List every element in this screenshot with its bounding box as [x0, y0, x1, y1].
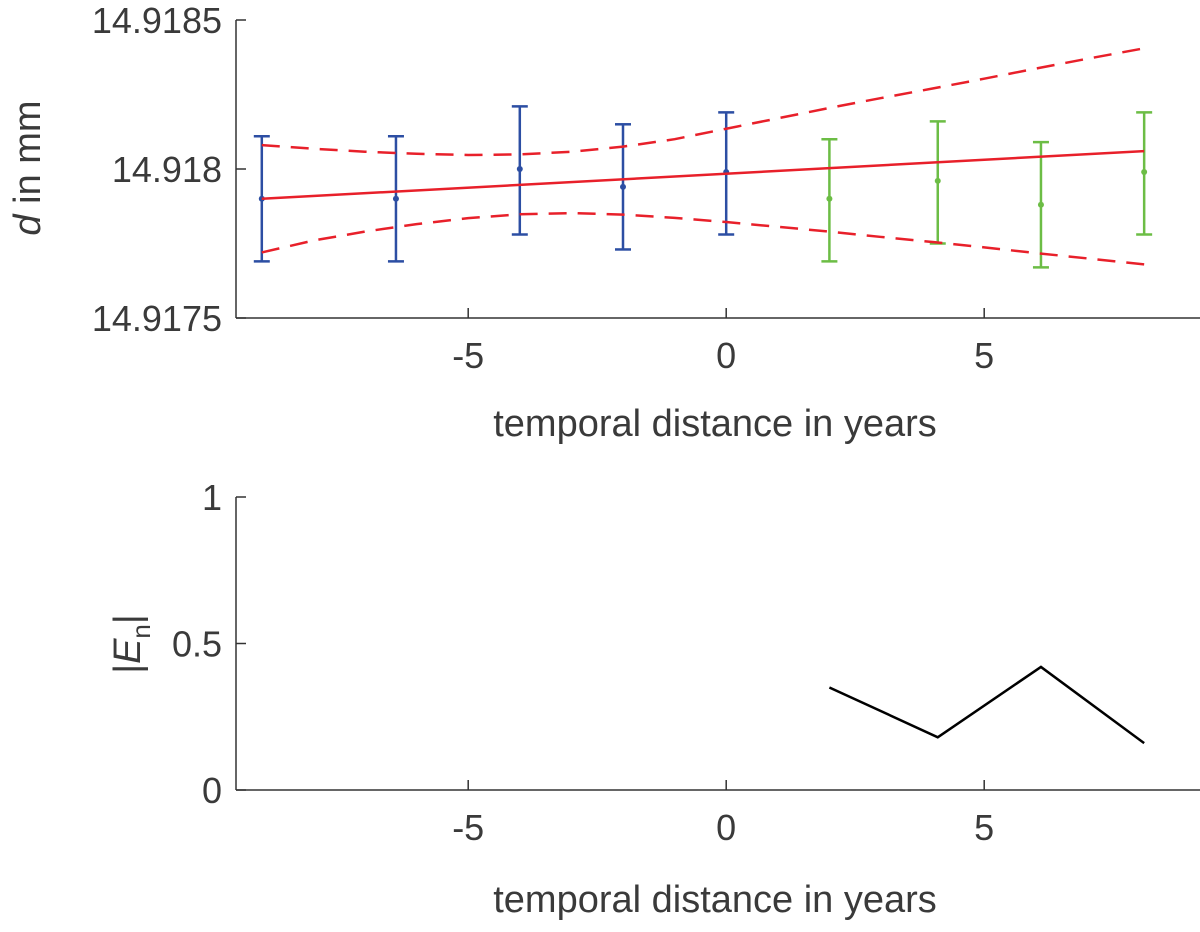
en-series-line — [828, 665, 1145, 745]
top-x-tick-label: 5 — [974, 335, 994, 376]
confidence-band-line — [261, 211, 1145, 266]
bottom-x-axis-label: temporal distance in years — [493, 879, 937, 921]
data-point — [620, 183, 626, 190]
bottom-plot-area — [828, 665, 1145, 745]
top-x-axis-label: temporal distance in years — [493, 403, 937, 445]
fit-line — [261, 149, 1145, 201]
bottom-y-tick-label: 1 — [202, 477, 222, 518]
confidence-band-line — [261, 47, 1145, 157]
bottom-axes: -5 0 5 0 0.5 1 — [172, 477, 1200, 848]
bottom-y-axis-label: |En| — [107, 614, 156, 674]
bottom-y-axis-symbol: E — [107, 638, 149, 664]
bottom-x-tick-label: 5 — [974, 807, 994, 848]
top-y-tick-label: 14.9175 — [92, 298, 222, 339]
bottom-y-tick-label: 0 — [202, 770, 222, 811]
top-y-axis-unit: in mm — [7, 100, 49, 214]
top-y-tick-label: 14.918 — [112, 149, 222, 190]
data-point — [516, 166, 523, 172]
data-point — [934, 177, 941, 184]
top-plot-area — [253, 47, 1153, 269]
top-x-tick-label: 0 — [716, 335, 736, 376]
top-x-tick-label: -5 — [452, 335, 484, 376]
bottom-chart: -5 0 500.51 temporal distance in years |En… — [107, 477, 1200, 921]
top-y-axis-label: d in mm — [7, 100, 49, 235]
top-y-axis-symbol: d — [7, 213, 49, 236]
top-axes: -5 0 5 14.9175 14.918 14.9185 — [92, 0, 1200, 376]
bottom-y-axis-bar-left: | — [107, 664, 149, 674]
data-point — [826, 195, 833, 202]
bottom-y-axis-bar-right: | — [107, 614, 149, 624]
bottom-x-tick-label: 0 — [716, 807, 736, 848]
top-y-tick-label: 14.9185 — [92, 0, 222, 41]
data-point — [1141, 168, 1148, 175]
bottom-y-axis-subscript: n — [126, 624, 156, 638]
data-point — [392, 195, 399, 202]
top-chart: -5 0 5 14.9175 14.918 14.9185 temporal distan… — [7, 0, 1200, 445]
bottom-y-tick-label: 0.5 — [172, 624, 222, 665]
bottom-x-tick-label: -5 — [452, 807, 484, 848]
data-point — [1037, 201, 1044, 208]
